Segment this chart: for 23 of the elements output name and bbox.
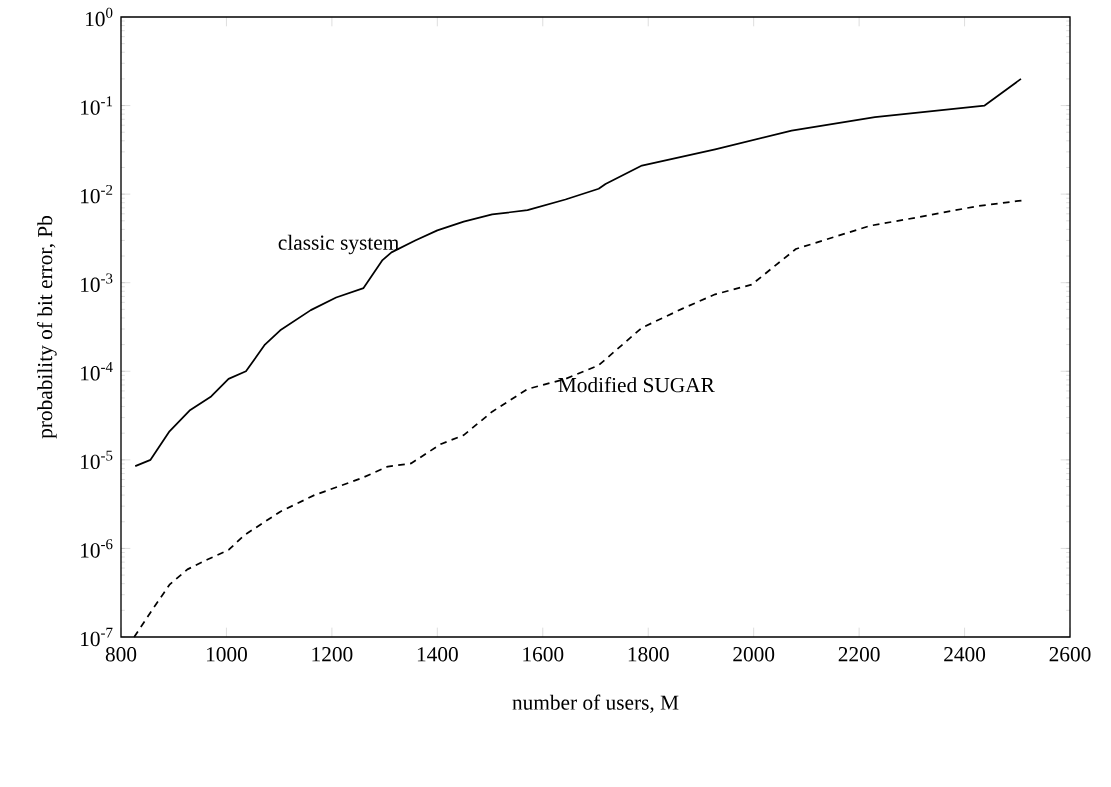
y-tick-label: 10$^{-7}$: [81, 627, 113, 647]
y-tick-label: 10$^{-1}$: [81, 96, 113, 115]
x-tick-label: 1000: [207, 647, 247, 662]
y-axis-title: probability of bit error, Pb: [37, 215, 57, 439]
y-tick-label: 10$^{-6}$: [81, 539, 113, 558]
x-tick-label: 1400: [417, 647, 458, 662]
y-tick-label: 10$^{0}$: [86, 7, 113, 27]
x-tick-label: 1800: [628, 647, 669, 662]
x-tick-label: 2200: [838, 647, 880, 662]
line-series: [134, 78, 1022, 467]
x-tick-label: 1200: [312, 647, 353, 662]
x-tick-label: 2000: [733, 647, 775, 662]
series-label: Modified SUGAR: [558, 377, 715, 393]
y-tick-label: 10$^{-5}$: [81, 450, 113, 470]
y-tick-label: 10$^{-3}$: [81, 273, 113, 292]
x-tick-label: 1600: [523, 647, 564, 662]
x-tick-label: 2400: [944, 647, 986, 662]
y-tick-label: 10$^{-4}$: [81, 362, 113, 381]
y-tick-label: 10$^{-2}$: [81, 184, 113, 204]
x-axis-title: number of users, M: [512, 694, 679, 713]
x-tick-label: 800: [105, 647, 137, 662]
x-tick-label: 2600: [1049, 647, 1091, 662]
series-label: classic system: [278, 234, 399, 255]
